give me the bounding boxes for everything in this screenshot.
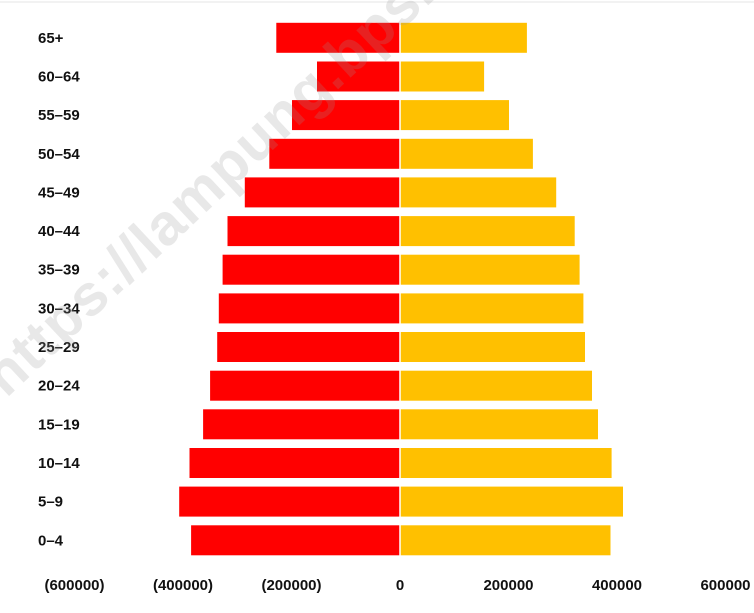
x-tick-label: (200000) bbox=[261, 577, 321, 594]
x-tick-label: (600000) bbox=[44, 577, 104, 594]
bar-left-0 bbox=[191, 525, 400, 556]
x-tick-label: 0 bbox=[396, 577, 404, 594]
y-tick-label: 60–64 bbox=[38, 69, 80, 86]
bar-left-11 bbox=[292, 100, 400, 131]
bar-right-8 bbox=[400, 216, 575, 247]
bar-right-0 bbox=[400, 525, 611, 556]
y-tick-label: 50–54 bbox=[38, 146, 80, 163]
bars-layer bbox=[179, 18, 623, 560]
bar-right-2 bbox=[400, 448, 612, 478]
bar-right-12 bbox=[400, 61, 485, 92]
bar-right-3 bbox=[400, 409, 598, 440]
x-tick-label: 400000 bbox=[592, 577, 642, 594]
y-tick-label: 15–19 bbox=[38, 416, 80, 433]
x-tick-label: 200000 bbox=[483, 577, 533, 594]
bar-left-1 bbox=[179, 486, 400, 517]
bar-left-7 bbox=[222, 254, 400, 285]
y-tick-label: 0–4 bbox=[38, 532, 64, 549]
bar-right-1 bbox=[400, 486, 623, 517]
y-tick-label: 45–49 bbox=[38, 184, 80, 201]
y-axis-labels: 0–4 5–9 10–14 15–19 20–24 25–29 30–34 35–39 40–4… bbox=[38, 30, 80, 549]
y-tick-label: 65+ bbox=[38, 30, 64, 47]
bar-left-3 bbox=[203, 409, 400, 440]
y-tick-label: 55–59 bbox=[38, 107, 80, 124]
y-tick-label: 5–9 bbox=[38, 494, 63, 511]
y-tick-label: 25–29 bbox=[38, 339, 80, 356]
y-tick-label: 20–24 bbox=[38, 378, 80, 395]
bar-left-2 bbox=[189, 448, 400, 478]
y-tick-label: 40–44 bbox=[38, 223, 80, 240]
x-tick-label: (400000) bbox=[153, 577, 213, 594]
bar-right-5 bbox=[400, 332, 585, 362]
bar-left-6 bbox=[218, 293, 400, 324]
bar-right-6 bbox=[400, 293, 584, 324]
y-tick-label: 35–39 bbox=[38, 262, 80, 279]
bar-left-10 bbox=[269, 138, 400, 169]
bar-left-4 bbox=[210, 370, 400, 401]
bar-right-10 bbox=[400, 138, 533, 169]
bar-left-9 bbox=[244, 177, 400, 208]
bar-right-11 bbox=[400, 100, 509, 131]
bar-right-9 bbox=[400, 177, 557, 208]
bar-right-7 bbox=[400, 254, 580, 285]
y-tick-label: 10–14 bbox=[38, 455, 80, 472]
bar-left-13 bbox=[276, 22, 400, 53]
bar-left-8 bbox=[227, 216, 400, 247]
bar-left-5 bbox=[217, 332, 400, 362]
bar-right-4 bbox=[400, 370, 592, 401]
x-tick-label: 600000 bbox=[700, 577, 750, 594]
bar-left-12 bbox=[317, 61, 400, 92]
bar-right-13 bbox=[400, 22, 527, 53]
x-axis-labels: (600000) (400000) (200000) 0 200000 400000 600… bbox=[44, 577, 750, 594]
y-tick-label: 30–34 bbox=[38, 300, 80, 317]
